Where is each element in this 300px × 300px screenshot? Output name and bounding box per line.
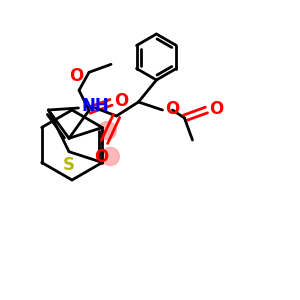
Text: NH: NH [82,97,109,115]
Circle shape [101,148,119,166]
Text: S: S [63,156,75,174]
Text: O: O [114,92,128,110]
Text: O: O [209,100,224,118]
Text: O: O [166,100,180,118]
Circle shape [98,122,116,140]
Text: O: O [94,148,109,166]
Text: O: O [69,67,83,85]
